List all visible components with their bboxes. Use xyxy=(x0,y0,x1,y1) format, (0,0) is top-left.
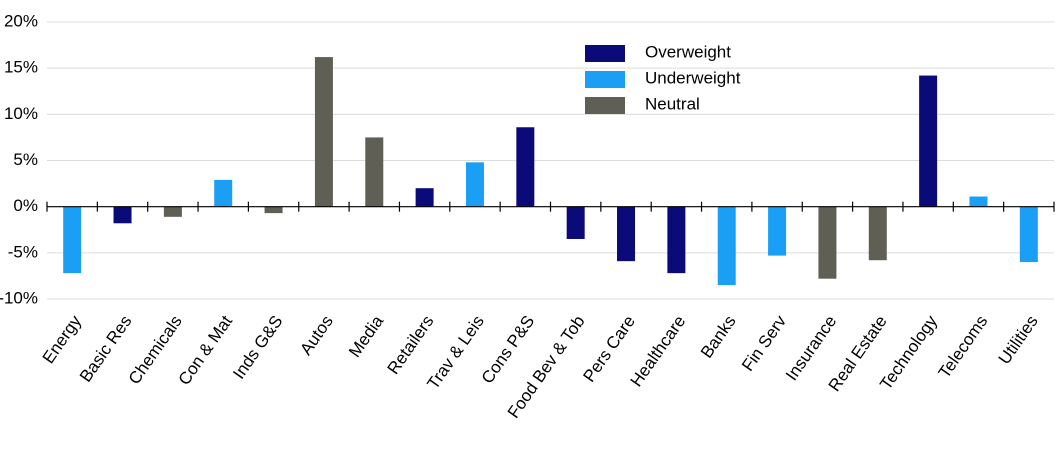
bar xyxy=(214,179,233,207)
legend-swatch xyxy=(585,71,625,88)
x-tick-label: Media xyxy=(345,312,387,361)
bar xyxy=(1019,206,1038,263)
bar xyxy=(617,206,636,262)
y-tick-label: 15% xyxy=(4,58,38,77)
y-tick-label: 20% xyxy=(4,11,38,30)
x-tick-label: Energy xyxy=(39,312,86,367)
y-tick-label: 10% xyxy=(4,104,38,123)
legend-swatch xyxy=(585,45,625,62)
bar xyxy=(465,162,484,207)
bar xyxy=(667,206,686,274)
bar xyxy=(818,206,837,279)
y-tick-label: 0% xyxy=(13,196,38,215)
x-tick-label: Autos xyxy=(296,312,337,359)
bar xyxy=(314,57,333,207)
bar xyxy=(768,206,787,256)
x-tick-label: Utilities xyxy=(995,312,1042,368)
legend-label: Overweight xyxy=(645,42,731,61)
bar xyxy=(163,206,182,217)
x-tick-label: Banks xyxy=(697,312,740,362)
legend-swatch xyxy=(585,97,625,114)
bar xyxy=(516,127,535,207)
bar xyxy=(717,206,736,286)
bar xyxy=(113,206,132,224)
bar xyxy=(868,206,887,261)
bar xyxy=(365,137,384,207)
x-tick-label: Telecoms xyxy=(935,312,992,382)
bar xyxy=(969,196,988,207)
bar xyxy=(415,188,434,207)
legend-label: Neutral xyxy=(645,94,700,113)
bar xyxy=(264,206,283,214)
legend-label: Underweight xyxy=(645,68,741,87)
bar xyxy=(566,206,585,239)
y-tick-label: -5% xyxy=(8,242,38,261)
y-tick-label: 5% xyxy=(13,150,38,169)
x-tick-label: Inds G&S xyxy=(229,312,286,383)
x-tick-label: Fin Serv xyxy=(738,312,790,375)
bar xyxy=(919,75,938,207)
bar xyxy=(63,206,82,274)
x-tick-label: Retailers xyxy=(384,312,438,378)
y-tick-label: -10% xyxy=(0,288,38,307)
